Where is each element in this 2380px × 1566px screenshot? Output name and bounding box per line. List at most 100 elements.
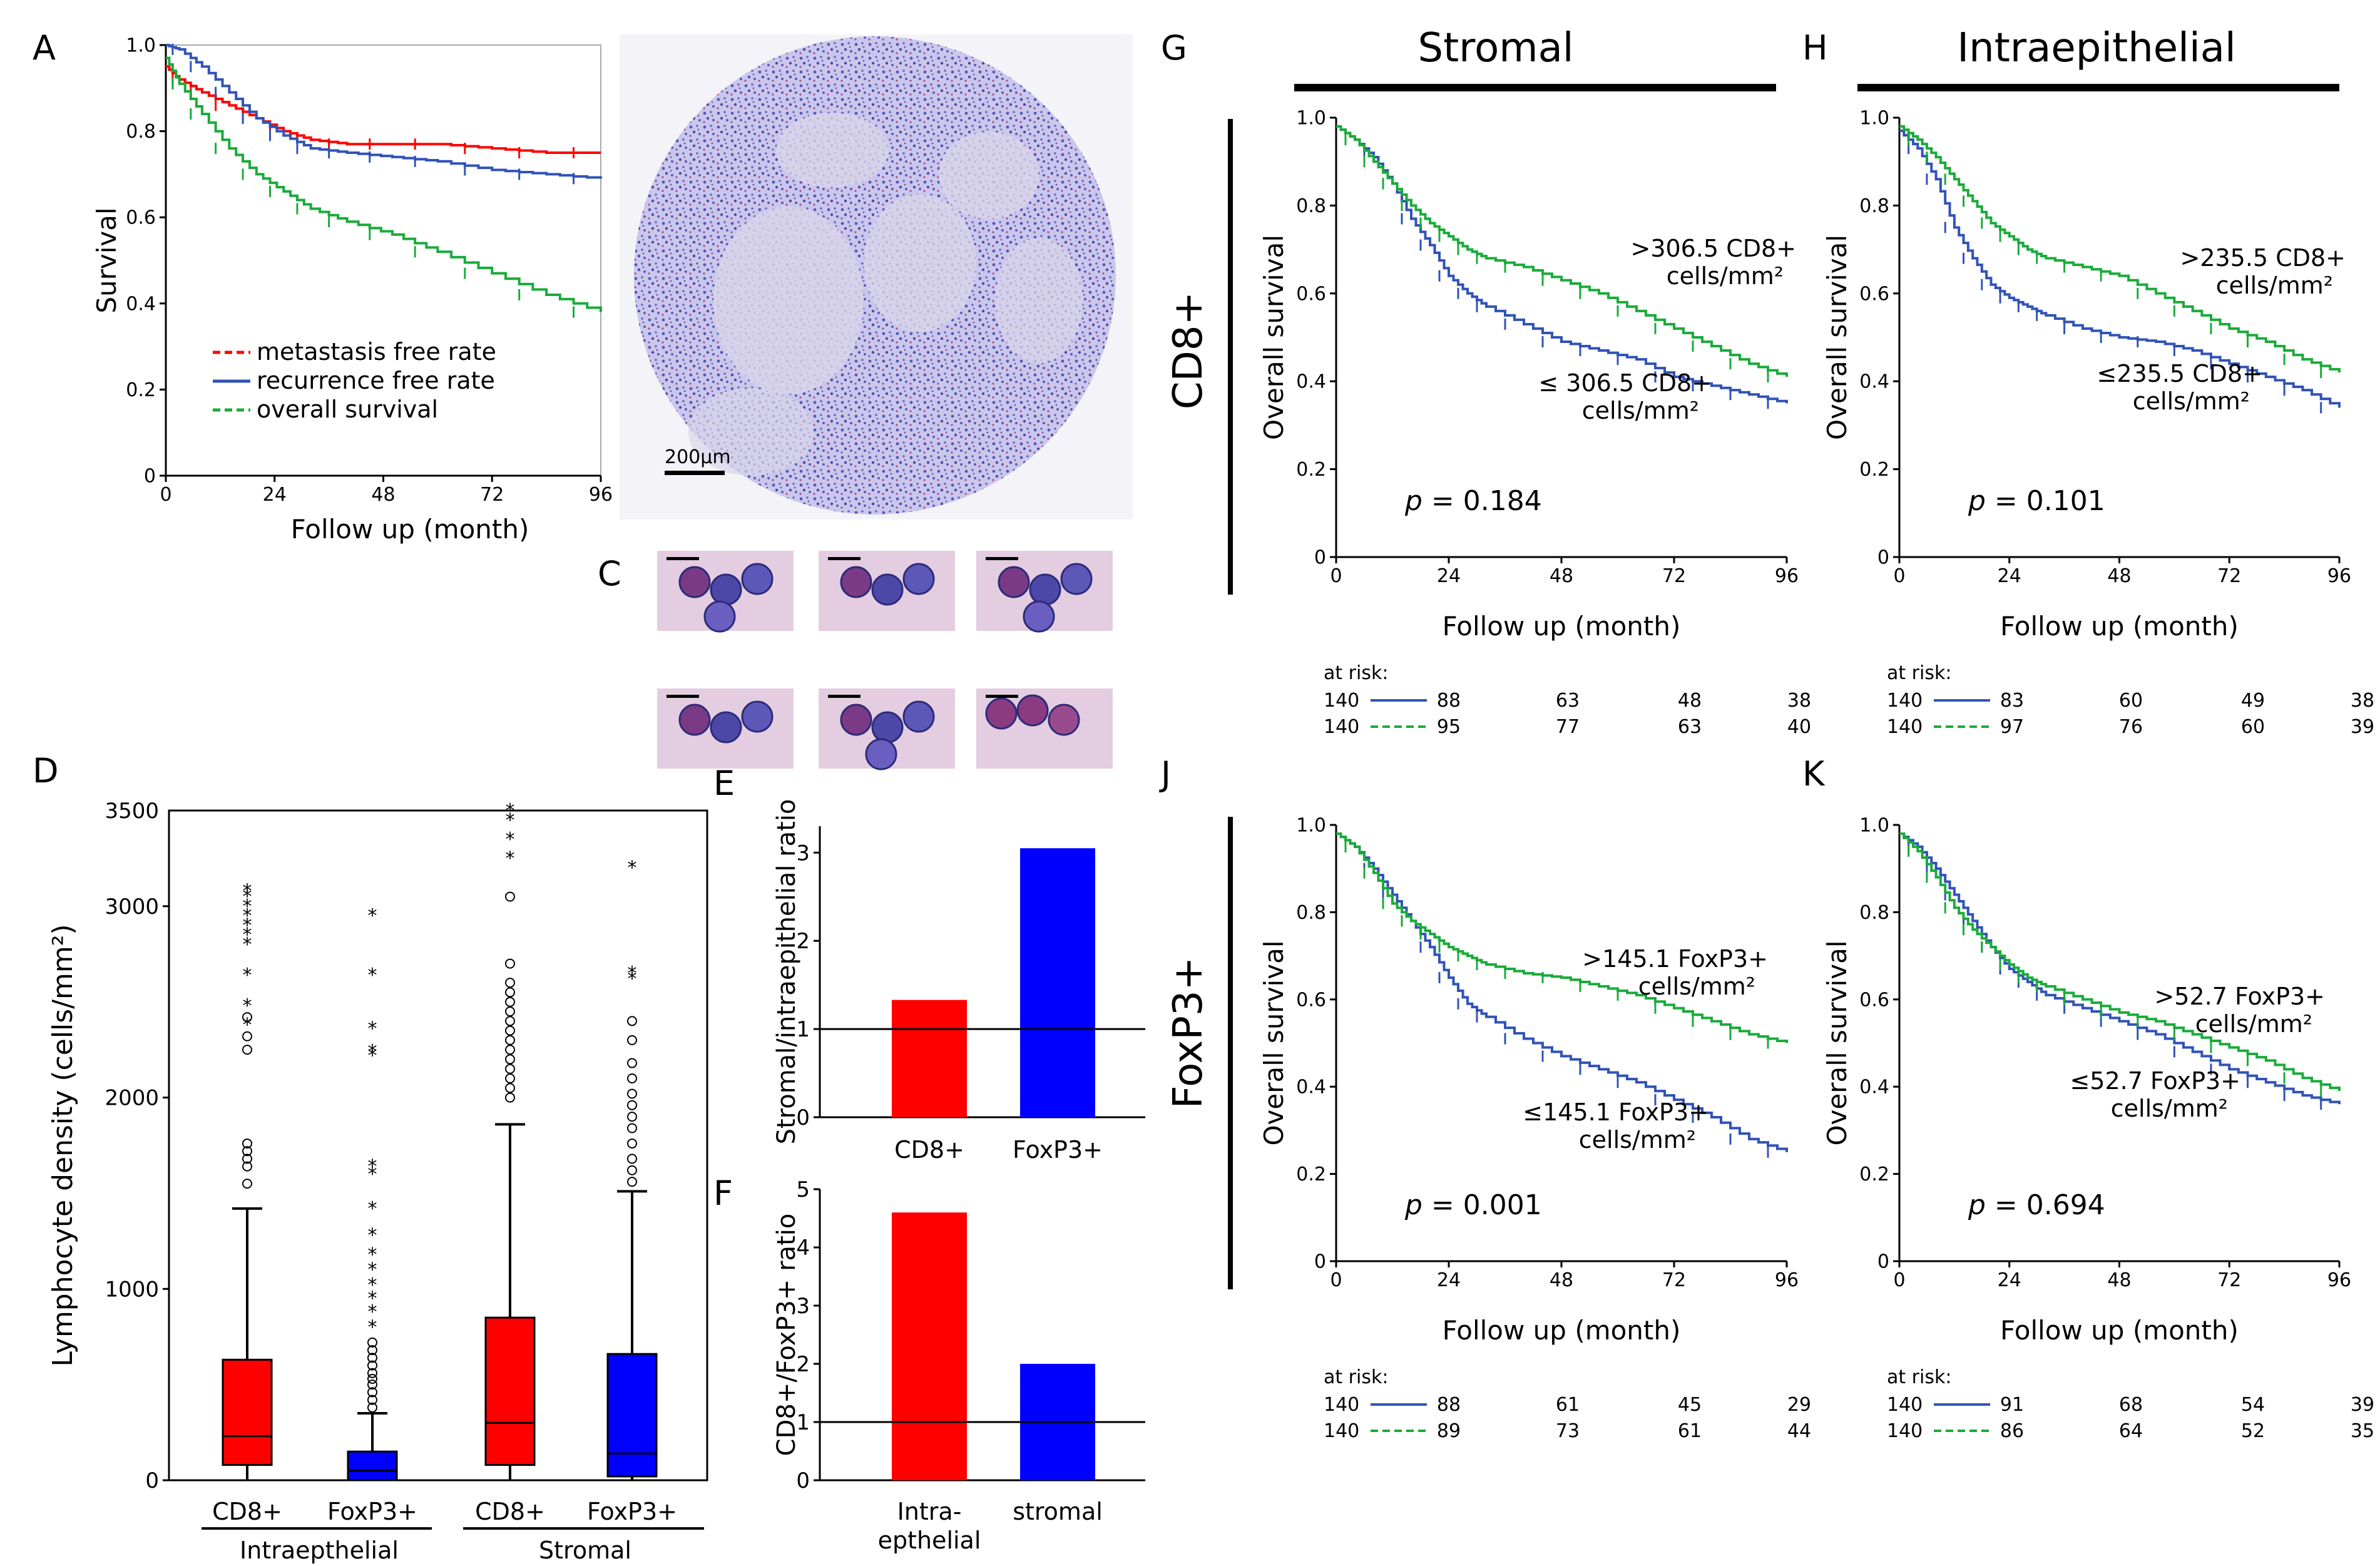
at-risk-value: 38 [1787, 690, 1811, 712]
at-risk-value: 40 [1787, 716, 1811, 738]
box-1: ********** [222, 880, 273, 1480]
outlier-marker [627, 1035, 637, 1045]
legend-label: metastasis free rate [257, 338, 496, 366]
y-axis-label: Lymphocyte density (cells/mm²) [47, 924, 79, 1366]
at-risk-value: 88 [1437, 690, 1461, 712]
y-tick-label: 3 [796, 841, 810, 866]
extreme-marker: * [368, 1259, 377, 1281]
x-tick-label: 96 [1775, 565, 1799, 587]
at-risk-value: 39 [2351, 1394, 2374, 1416]
cell-nucleus [865, 738, 897, 770]
outlier-marker [242, 1045, 252, 1055]
at-risk-value: 45 [1678, 1394, 1702, 1416]
category-label: Intra- [897, 1498, 962, 1525]
curve-annotation: cells/mm² [1582, 397, 1699, 424]
x-tick-label: 0 [1330, 565, 1342, 587]
y-tick-label: 0.2 [126, 379, 156, 401]
at-risk-n: 140 [1324, 1420, 1359, 1442]
chart-km-foxp3-intraepithelial: 0 24 48 72 96 0 0.2 0.4 0.6 0.8 1.0 Follow up (mont… [1822, 815, 2374, 1443]
extreme-marker: * [368, 1041, 377, 1063]
cell-nucleus [710, 573, 742, 606]
outlier-marker [627, 1112, 637, 1122]
x-tick-label: 96 [2327, 565, 2351, 587]
at-risk-n: 140 [1324, 1394, 1359, 1416]
outlier-marker [627, 1177, 637, 1187]
x-axis-label: Follow up (month) [2000, 611, 2239, 642]
y-tick-label: 0.8 [1296, 902, 1326, 924]
outlier-marker [505, 1073, 515, 1083]
header-intraepithelial-bar [1857, 84, 2339, 91]
header-stromal: Stromal [1417, 25, 1573, 71]
outlier-marker [242, 1138, 252, 1149]
extreme-marker: * [243, 880, 252, 902]
y-tick-label: 0 [1314, 547, 1326, 569]
y-tick-label: 0.8 [126, 121, 156, 143]
outlier-marker [627, 1100, 637, 1110]
x-tick-label: 96 [1775, 1269, 1799, 1291]
y-tick-label: 1.0 [1296, 108, 1326, 130]
x-tick-label: 72 [1662, 1269, 1686, 1291]
at-risk-n: 140 [1887, 690, 1923, 712]
outlier-marker [505, 1006, 515, 1016]
at-risk-value: 76 [2119, 716, 2143, 738]
x-tick-label: 72 [2217, 565, 2241, 587]
chart-stromal-intraepithelial-ratio: 0 1 2 3 CD8+ FoxP3+ Stromal/intraepithelial ra… [772, 799, 1145, 1164]
group-label: Intraepthelial [240, 1537, 399, 1564]
at-risk-value: 83 [2000, 690, 2024, 712]
extreme-marker: * [506, 847, 515, 869]
outlier-marker [367, 1345, 377, 1356]
row-bar-foxp3 [1228, 817, 1233, 1289]
curve-annotation: cells/mm² [1638, 973, 1755, 1000]
extreme-marker: * [628, 857, 637, 879]
cell-nucleus [1016, 694, 1049, 727]
x-tick-label: 96 [2327, 1269, 2351, 1291]
bar-1 [892, 1212, 967, 1480]
extreme-marker: * [368, 1164, 377, 1185]
y-axis-label: Overall survival [1259, 235, 1289, 440]
outlier-marker [505, 1092, 515, 1103]
p-value: p = 0.001 [1404, 1189, 1542, 1221]
at-risk-value: 95 [1437, 716, 1461, 738]
curve-annotation: >52.7 FoxP3+ [2154, 983, 2325, 1010]
histology-core-image: 200µm [620, 34, 1133, 519]
curve-annotation: cells/mm² [2133, 387, 2250, 415]
extreme-marker: * [368, 1045, 377, 1067]
series-line-green [166, 56, 602, 312]
box-4: *** [606, 857, 658, 1480]
extreme-marker: * [368, 1316, 377, 1338]
at-risk-n: 140 [1324, 716, 1359, 738]
x-tick-label: 0 [1893, 565, 1905, 587]
x-tick-label: 24 [1998, 565, 2021, 587]
curve-annotation: ≤52.7 FoxP3+ [2070, 1067, 2240, 1095]
extreme-marker: * [243, 896, 252, 918]
at-risk-n: 140 [1887, 716, 1923, 738]
curve-annotation: >235.5 CD8+ [2180, 244, 2346, 272]
at-risk-value: 63 [1556, 690, 1580, 712]
cell-nucleus [1023, 600, 1055, 633]
outlier-marker [505, 978, 515, 988]
y-tick-label: 1 [796, 1017, 810, 1042]
x-tick-label: 72 [2217, 1269, 2241, 1291]
y-tick-label: 0 [796, 1105, 810, 1130]
y-axis-label: Stromal/intraepithelial ratio [772, 799, 801, 1145]
at-risk-value: 60 [2119, 690, 2143, 712]
series-line-red [166, 65, 601, 154]
extreme-marker: * [243, 924, 252, 946]
curve-annotation: cells/mm² [2195, 1010, 2312, 1038]
y-tick-label: 3000 [105, 894, 159, 919]
at-risk-value: 35 [2351, 1420, 2374, 1442]
category-label: FoxP3+ [327, 1498, 417, 1525]
series-line-green [1336, 832, 1788, 1043]
cell-nucleus [985, 697, 1018, 730]
curve-annotation: ≤235.5 CD8+ [2097, 360, 2262, 387]
scale-bar-label: 200µm [665, 446, 731, 468]
series-line-green [1899, 832, 2341, 1092]
category-label: FoxP3+ [587, 1498, 677, 1525]
y-axis-label: Overall survival [1259, 940, 1289, 1145]
at-risk-value: 60 [2241, 716, 2265, 738]
y-tick-label: 0 [1314, 1251, 1326, 1273]
cell-nucleus [871, 711, 904, 744]
chart-lymphocyte-density-boxplot: 01000200030003500***********************… [47, 799, 708, 1564]
chart-survival-overview: 0 24 48 72 96 0 0.2 0.4 0.6 0.8 1.0 Follow up (mont… [91, 35, 613, 545]
at-risk-value: 61 [1556, 1394, 1580, 1416]
